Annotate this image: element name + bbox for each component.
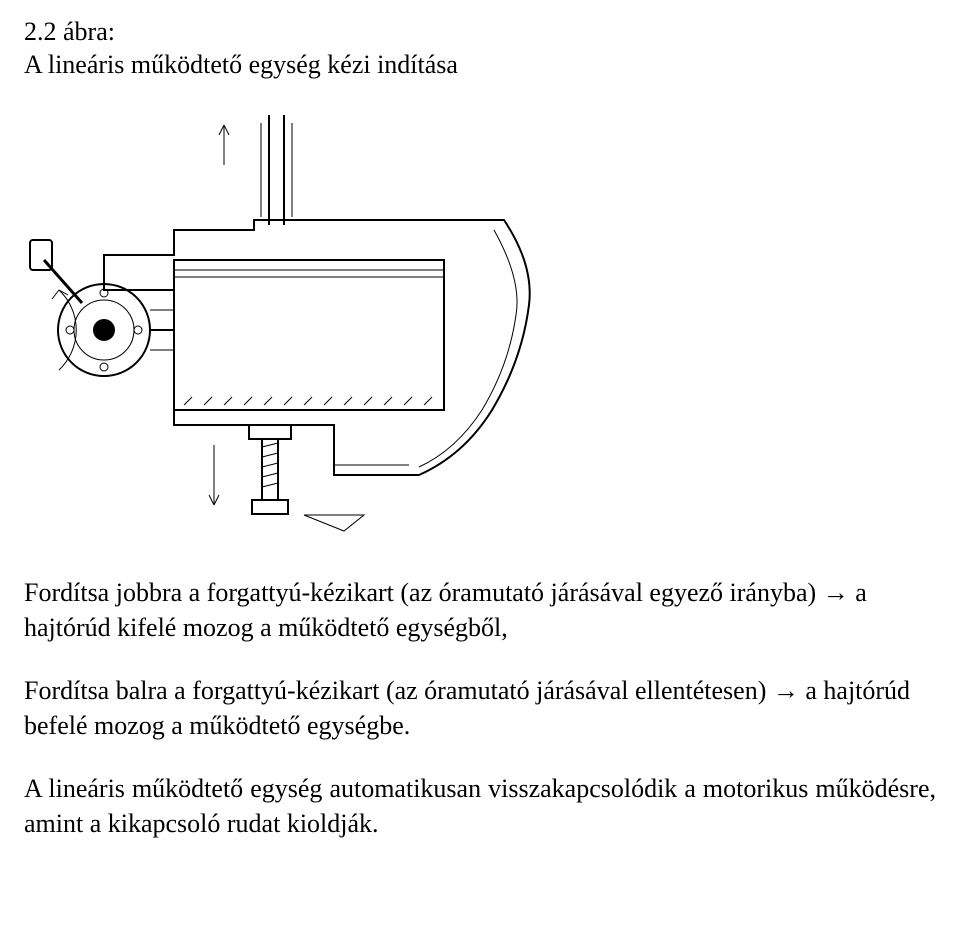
paragraph-1: Fordítsa jobbra a forgattyú-kézikart (az… [24,575,936,645]
arrow-right-icon: → [773,676,799,705]
p2-prefix: Fordítsa balra a forgattyú-kézikart (az … [24,676,773,705]
page: 2.2 ábra: A lineáris működtető egység ké… [0,0,960,910]
paragraph-2: Fordítsa balra a forgattyú-kézikart (az … [24,673,936,743]
paragraph-3: A lineáris működtető egység automatikusa… [24,771,936,841]
figure-diagram [24,105,544,535]
arrow-right-icon: → [823,578,849,607]
figure-number: 2.2 ábra: [24,17,115,46]
figure-title: A lineáris működtető egység kézi indítás… [24,50,458,79]
p3-text: A lineáris működtető egység automatikusa… [24,774,936,838]
p1-prefix: Fordítsa jobbra a forgattyú-kézikart (az… [24,578,823,607]
figure [24,105,936,535]
figure-caption: 2.2 ábra: A lineáris működtető egység ké… [24,16,936,81]
